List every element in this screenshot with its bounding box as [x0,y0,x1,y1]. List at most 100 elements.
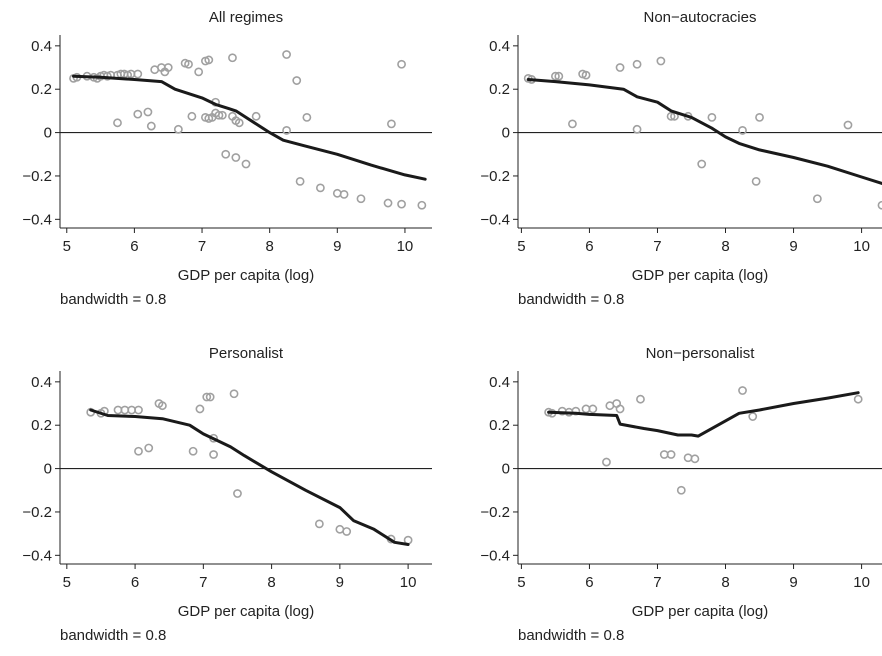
data-point [282,126,291,135]
x-tick-label: 9 [789,238,797,255]
data-point [134,405,143,415]
y-tick-label: 0.4 [489,38,510,55]
data-point [241,159,251,169]
x-tick-label: 9 [789,574,797,591]
data-point [551,71,560,81]
x-tick-label: 9 [336,574,344,591]
bandwidth-note-all-regimes: bandwidth = 0.8 [60,291,167,308]
data-point [204,55,214,65]
data-point [666,111,676,121]
x-tick-label: 10 [397,238,414,255]
data-point [314,519,324,529]
data-point [163,63,173,72]
data-point [217,110,227,120]
data-point [292,76,302,85]
data-point [615,63,625,72]
data-point [214,110,224,120]
y-tick-label: −0.2 [22,504,52,521]
y-tick-label: −0.2 [480,504,510,521]
data-point [676,485,686,495]
y-tick-label: −0.4 [480,547,510,564]
data-point [188,446,198,456]
data-point [636,394,645,404]
y-tick-label: 0.2 [31,417,52,434]
data-point [581,70,591,80]
data-point [843,120,853,130]
data-point [133,109,143,119]
data-point [397,59,406,69]
data-point [133,69,143,79]
x-tick-label: 6 [131,574,139,591]
panel-title: All regimes [209,9,283,26]
data-point [602,457,611,467]
y-tick-label: −0.4 [22,547,52,564]
x-axis-label: GDP per capita (log) [178,267,314,284]
y-tick-label: 0.4 [31,38,52,55]
data-point [751,176,761,186]
data-point [184,59,193,69]
y-tick-label: 0 [44,125,52,142]
bandwidth-note-non-personalist: bandwidth = 0.8 [518,627,625,644]
data-point [157,401,167,411]
y-tick-label: 0.4 [31,374,52,391]
x-tick-label: 7 [199,574,207,591]
data-point [738,386,747,395]
data-point [356,194,366,204]
x-tick-label: 8 [266,238,274,255]
x-tick-label: 8 [721,238,729,255]
lowess-line [526,78,882,185]
data-point [342,527,352,536]
panel-non-autocracies: Non−autocracies 0.4 0.2 0 −0.2 −0.4 5 6 7 8 9 10 GDP… [480,9,882,284]
panel-title: Non−personalist [646,345,756,362]
y-tick-label: 0 [502,461,510,478]
data-point [144,443,154,453]
data-point [315,183,325,193]
data-point [755,113,764,122]
data-point [656,56,666,66]
data-point [707,113,717,122]
y-tick-label: 0 [502,125,510,142]
x-tick-label: 6 [585,238,593,255]
data-point [397,199,406,209]
x-tick-label: 5 [63,574,71,591]
data-point [554,71,564,81]
panel-all-regimes: All regimes 0.4 0.2 0 −0.2 −0.4 5 6 7 8 9 10 GDP per… [22,9,432,284]
data-point [221,149,231,159]
x-axis-label: GDP per capita (log) [632,603,768,620]
data-point [812,194,822,204]
x-tick-label: 6 [130,238,138,255]
panel-title: Non−autocracies [644,9,757,26]
bandwidth-note-personalist: bandwidth = 0.8 [60,627,167,644]
data-point [187,111,197,121]
data-point [231,153,241,162]
panel-title: Personalist [209,345,284,362]
data-point [209,450,218,459]
y-tick-label: −0.2 [22,168,52,185]
x-tick-label: 8 [721,574,729,591]
x-tick-label: 7 [653,574,661,591]
panel-non-personalist: Non−personalist 0.4 0.2 0 −0.2 −0.4 5 6 7 8 9 10 GDP… [480,345,882,620]
y-tick-label: −0.2 [480,168,510,185]
x-tick-label: 10 [853,238,870,255]
x-tick-label: 5 [517,238,525,255]
data-point [615,404,625,414]
data-point [853,394,863,404]
data-point [234,118,244,128]
y-tick-label: 0.2 [489,417,510,434]
data-point [877,200,882,210]
data-point [228,53,237,63]
x-tick-label: 7 [653,238,661,255]
data-point [387,119,396,129]
data-point [748,412,758,421]
x-tick-label: 10 [853,574,870,591]
x-axis-label: GDP per capita (log) [632,267,768,284]
data-point [339,189,349,199]
lowess-line [72,74,427,181]
data-point [302,113,312,122]
lowess-line [89,408,410,546]
data-point [295,176,305,186]
panel-personalist: Personalist 0.4 0.2 0 −0.2 −0.4 5 6 7 8 9 10 GDP per… [22,345,432,620]
data-point [229,389,239,399]
data-point [383,198,393,208]
data-point [173,124,183,134]
